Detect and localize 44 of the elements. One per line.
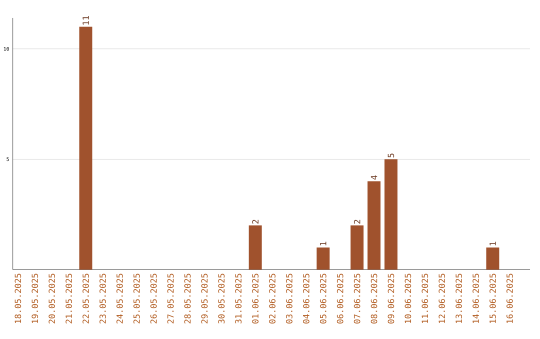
x-tick-label: 01.06.2025	[252, 274, 259, 324]
x-tick-label: 07.06.2025	[354, 274, 360, 324]
x-tick-label: 09.06.2025	[388, 274, 394, 324]
x-tick-label: 30.05.2025	[218, 274, 225, 324]
x-tick-label: 14.06.2025	[472, 274, 479, 323]
data-label: 11	[82, 16, 89, 24]
x-tick-label: 18.05.2025	[14, 274, 22, 323]
bar	[350, 225, 364, 270]
data-label: 5	[388, 153, 394, 158]
x-tick-label: 23.05.2025	[100, 274, 106, 324]
x-tick-label: 28.05.2025	[184, 274, 191, 324]
data-label: 4	[370, 175, 378, 180]
data-label: 1	[490, 242, 496, 246]
bar	[486, 247, 500, 270]
x-tick-label: 24.05.2025	[116, 274, 123, 324]
x-tick-label: 16.06.2025	[506, 274, 513, 323]
data-label: 2	[252, 220, 258, 224]
x-tick-label: 21.05.2025	[66, 274, 72, 324]
bar	[384, 158, 398, 270]
x-tick-label: 29.05.2025	[201, 274, 208, 324]
x-tick-label: 19.05.2025	[32, 274, 38, 323]
data-label: 1	[320, 242, 326, 246]
x-tick-label: 02.06.2025	[269, 274, 276, 324]
x-tick-label: 06.06.2025	[336, 274, 344, 324]
x-tick-label: 25.05.2025	[133, 274, 140, 324]
x-tick-label: 08.06.2025	[370, 274, 378, 324]
data-label: 2	[354, 220, 360, 224]
bar	[79, 26, 92, 270]
bar	[316, 247, 330, 270]
x-tick-label: 22.05.2025	[82, 274, 89, 324]
x-tick-label: 26.05.2025	[150, 274, 157, 324]
x-tick-label: 10.06.2025	[404, 274, 412, 323]
x-tick-label: 12.06.2025	[438, 274, 446, 323]
bar	[248, 225, 262, 270]
x-tick-label: 15.06.2025	[490, 274, 496, 323]
x-tick-label: 27.05.2025	[167, 274, 174, 324]
x-tick-label: 04.06.2025	[302, 274, 310, 324]
x-tick-label: 20.05.2025	[48, 274, 56, 324]
bar	[368, 181, 381, 270]
x-tick-label: 31.05.2025	[235, 274, 242, 324]
x-tick-label: 11.06.2025	[422, 274, 428, 323]
x-tick-label: 03.06.2025	[286, 274, 292, 324]
x-tick-label: 05.06.2025	[320, 274, 326, 324]
x-tick-label: 13.06.2025	[456, 274, 462, 323]
